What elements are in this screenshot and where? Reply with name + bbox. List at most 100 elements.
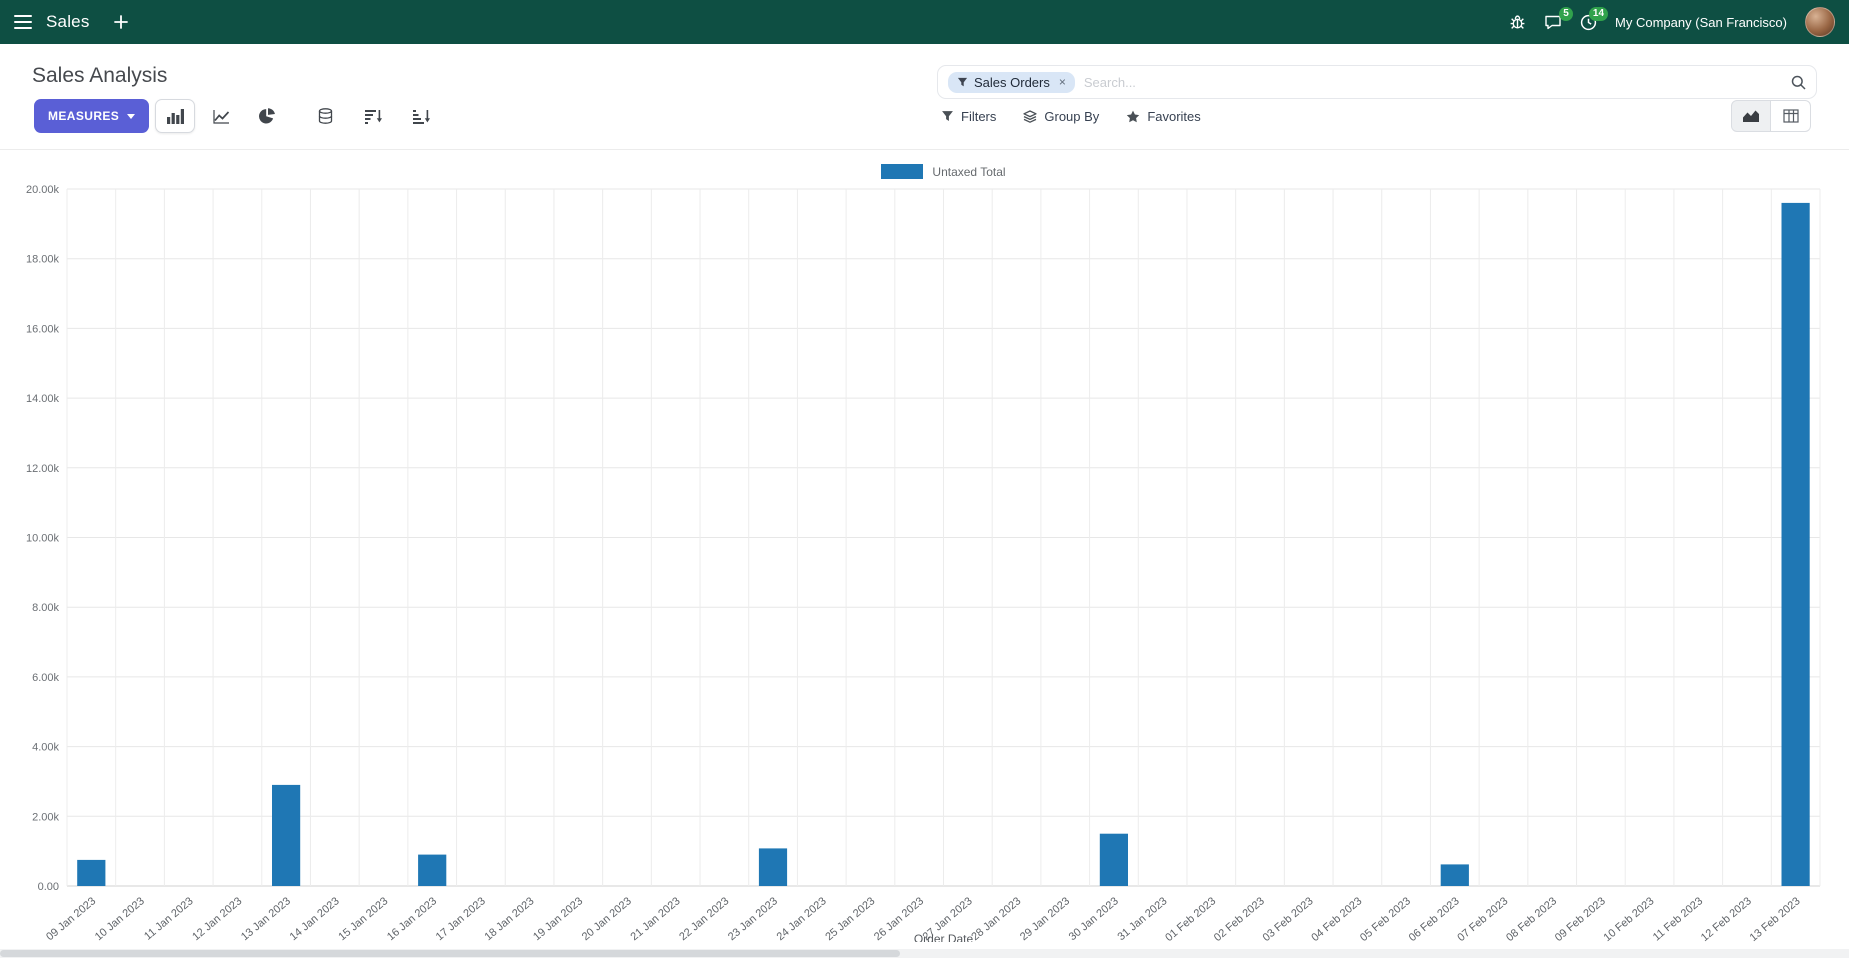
app-name[interactable]: Sales	[46, 12, 90, 31]
bar[interactable]	[272, 784, 301, 886]
x-tick-label: 13 Jan 2023	[239, 895, 293, 942]
search-box: Sales Orders ×	[937, 65, 1817, 99]
x-tick-label: 31 Jan 2023	[1115, 895, 1169, 942]
x-tick-label: 07 Feb 2023	[1455, 895, 1510, 942]
funnel-icon	[957, 77, 968, 86]
bar[interactable]	[1781, 202, 1810, 886]
y-tick-label: 14.00k	[26, 393, 60, 405]
avatar[interactable]	[1805, 7, 1835, 37]
filters-button[interactable]: Filters	[941, 109, 996, 124]
measures-label: MEASURES	[48, 109, 120, 123]
legend-item[interactable]: Untaxed Total	[67, 164, 1820, 179]
search-facet[interactable]: Sales Orders ×	[948, 71, 1075, 93]
bar[interactable]	[1440, 864, 1469, 886]
line-chart-button[interactable]	[201, 99, 241, 133]
x-tick-label: 12 Jan 2023	[190, 895, 244, 942]
bug-icon[interactable]	[1509, 14, 1526, 31]
top-bar: Sales 5 14 My Company (San Francisco)	[0, 0, 1849, 44]
layers-icon	[1023, 109, 1038, 123]
bar[interactable]	[1099, 833, 1128, 886]
table-grid-icon	[1782, 109, 1799, 123]
y-tick-label: 20.00k	[26, 184, 60, 196]
sort-desc-icon	[364, 109, 382, 124]
x-tick-label: 10 Feb 2023	[1601, 895, 1656, 942]
stacked-toggle-button[interactable]	[308, 99, 342, 133]
x-tick-label: 24 Jan 2023	[775, 895, 829, 942]
y-tick-label: 18.00k	[26, 254, 60, 266]
filters-label: Filters	[961, 108, 997, 124]
x-tick-label: 02 Feb 2023	[1212, 895, 1267, 942]
pie-chart-icon	[259, 108, 275, 124]
horizontal-scrollbar[interactable]	[0, 949, 1849, 958]
y-tick-label: 0.00	[38, 881, 59, 893]
x-tick-label: 20 Jan 2023	[580, 895, 634, 942]
x-tick-label: 10 Jan 2023	[93, 895, 147, 942]
sort-asc-icon	[412, 109, 430, 124]
legend-label: Untaxed Total	[932, 164, 1006, 179]
activities-badge: 14	[1588, 6, 1609, 21]
x-tick-label: 13 Feb 2023	[1748, 895, 1803, 942]
search-icon[interactable]	[1791, 75, 1806, 90]
favorites-label: Favorites	[1147, 108, 1201, 124]
menu-icon[interactable]	[14, 15, 32, 29]
group-by-button[interactable]: Group By	[1023, 109, 1099, 124]
measures-button[interactable]: MEASURES	[34, 99, 150, 133]
y-tick-label: 10.00k	[26, 533, 60, 545]
pie-chart-button[interactable]	[247, 99, 287, 133]
x-tick-label: 06 Feb 2023	[1407, 895, 1462, 942]
favorites-button[interactable]: Favorites	[1126, 108, 1201, 124]
y-tick-label: 2.00k	[32, 811, 59, 823]
chart-tools-group	[308, 99, 438, 133]
x-tick-label: 28 Jan 2023	[969, 895, 1023, 942]
group-by-label: Group By	[1044, 108, 1100, 124]
bar[interactable]	[758, 848, 788, 886]
activities-icon[interactable]	[1580, 14, 1597, 31]
x-tick-label: 03 Feb 2023	[1261, 895, 1316, 942]
x-tick-label: 25 Jan 2023	[823, 895, 877, 942]
chart-area: Untaxed Total 0.00 2.00k 4.00k 6.00k 8.00k 10…	[0, 150, 1849, 950]
company-menu[interactable]: My Company (San Francisco)	[1615, 14, 1787, 30]
x-tick-label: 23 Jan 2023	[726, 895, 780, 942]
search-facet-label: Sales Orders	[974, 74, 1050, 90]
pivot-view-button[interactable]	[1771, 100, 1811, 132]
horizontal-scrollbar-thumb[interactable]	[0, 950, 900, 957]
x-tick-label: 19 Jan 2023	[531, 895, 585, 942]
plus-icon[interactable]	[113, 15, 128, 29]
bar[interactable]	[418, 854, 447, 886]
x-tick-label: 18 Jan 2023	[482, 895, 536, 942]
y-tick-label: 12.00k	[26, 463, 60, 475]
bar-chart[interactable]: 0.00 2.00k 4.00k 6.00k 8.00k 10.00k 12.00k 14.0…	[0, 170, 1849, 942]
sort-descending-button[interactable]	[356, 99, 390, 133]
x-tick-label: 15 Jan 2023	[336, 895, 390, 942]
y-tick-label: 8.00k	[32, 602, 59, 614]
x-tick-label: 01 Feb 2023	[1163, 895, 1218, 942]
page-title: Sales Analysis	[32, 64, 168, 87]
x-axis-title: Order Date	[914, 932, 974, 942]
search-input[interactable]	[1083, 74, 1782, 90]
line-chart-icon	[212, 109, 229, 124]
search-options-group: Filters Group By Favorites	[941, 99, 1201, 133]
x-tick-label: 16 Jan 2023	[385, 895, 439, 942]
area-chart-icon	[1743, 110, 1759, 122]
x-tick-label: 21 Jan 2023	[629, 895, 683, 942]
bar[interactable]	[77, 859, 106, 886]
x-tick-label: 17 Jan 2023	[434, 895, 488, 942]
y-tick-label: 16.00k	[26, 323, 60, 335]
x-tick-label: 04 Feb 2023	[1309, 895, 1364, 942]
bar-chart-button[interactable]	[155, 99, 195, 133]
graph-view-button[interactable]	[1731, 100, 1771, 132]
chevron-down-icon	[127, 113, 136, 119]
x-tick-label: 12 Feb 2023	[1699, 895, 1754, 942]
x-tick-label: 09 Jan 2023	[44, 895, 98, 942]
x-tick-label: 08 Feb 2023	[1504, 895, 1559, 942]
x-tick-label: 09 Feb 2023	[1553, 895, 1608, 942]
sort-ascending-button[interactable]	[404, 99, 438, 133]
x-tick-label: 11 Jan 2023	[142, 895, 195, 942]
control-panel: Sales Analysis Sales Orders × MEASURES	[0, 44, 1849, 150]
facet-remove-icon[interactable]: ×	[1058, 75, 1066, 89]
star-icon	[1127, 110, 1140, 122]
top-bar-right: 5 14 My Company (San Francisco)	[1509, 6, 1835, 37]
x-tick-label: 11 Feb 2023	[1651, 895, 1705, 942]
legend-swatch	[881, 164, 924, 179]
x-tick-label: 05 Feb 2023	[1358, 895, 1413, 942]
